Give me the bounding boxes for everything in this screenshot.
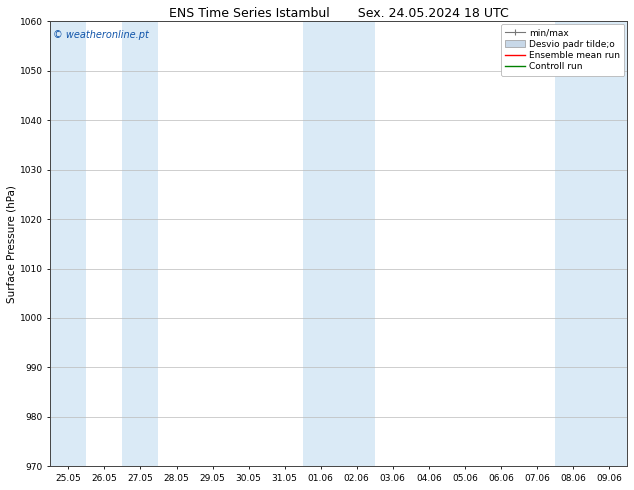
Bar <box>591 21 627 466</box>
Bar <box>50 21 86 466</box>
Bar <box>122 21 158 466</box>
Bar <box>555 21 591 466</box>
Bar <box>339 21 375 466</box>
Legend: min/max, Desvio padr tilde;o, Ensemble mean run, Controll run: min/max, Desvio padr tilde;o, Ensemble m… <box>501 24 624 75</box>
Text: © weatheronline.pt: © weatheronline.pt <box>53 30 149 40</box>
Title: ENS Time Series Istambul       Sex. 24.05.2024 18 UTC: ENS Time Series Istambul Sex. 24.05.2024… <box>169 7 508 20</box>
Y-axis label: Surface Pressure (hPa): Surface Pressure (hPa) <box>7 185 17 303</box>
Bar <box>302 21 339 466</box>
